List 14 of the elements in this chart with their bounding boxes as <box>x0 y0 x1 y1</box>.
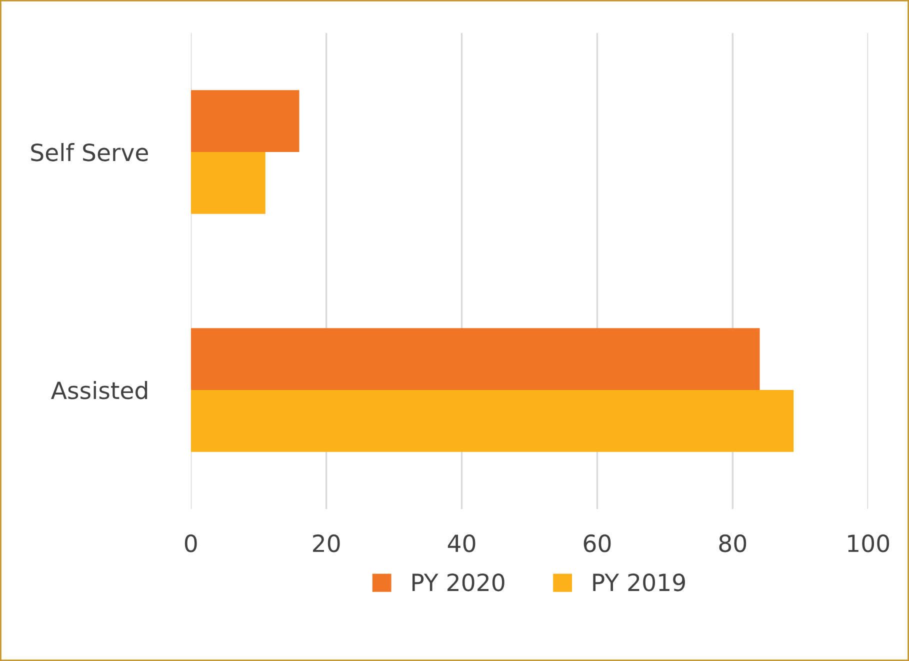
x-tick-label: 20 <box>313 534 340 552</box>
bar <box>190 328 760 390</box>
y-tick-label: Assisted <box>51 381 148 400</box>
bar <box>190 152 266 214</box>
bar <box>190 390 794 452</box>
x-tick-label: 60 <box>584 534 611 552</box>
x-tick-label: 0 <box>184 534 197 552</box>
x-tick-label: 40 <box>448 534 476 552</box>
y-tick-label: Self Serve <box>31 143 148 162</box>
legend-label: PY 2019 <box>593 573 685 592</box>
legend-label: PY 2020 <box>412 573 504 592</box>
bar <box>190 90 300 152</box>
x-tick-label: 100 <box>848 534 890 552</box>
x-tick-label: 80 <box>719 534 746 552</box>
